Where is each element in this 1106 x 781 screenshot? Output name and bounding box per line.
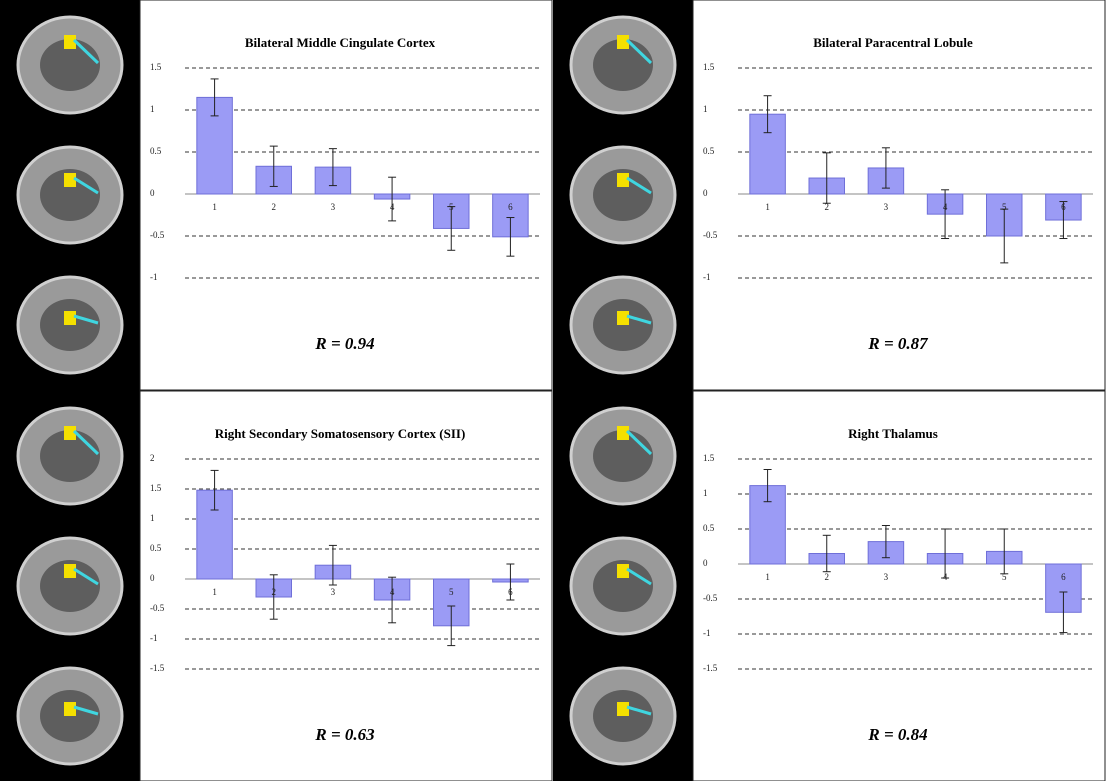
activation: [64, 311, 76, 325]
y-tick-label: 1.5: [150, 62, 162, 72]
x-tick-label: 1: [765, 202, 770, 212]
y-tick-label: 0: [703, 558, 708, 568]
annotation: R = 0.87: [867, 334, 929, 353]
y-tick-label: -1.5: [150, 663, 165, 673]
x-tick-label: 6: [508, 587, 513, 597]
chart-title: Bilateral Middle Cingulate Cortex: [245, 35, 436, 50]
y-tick-label: -0.5: [150, 603, 165, 613]
y-tick-label: 1.5: [150, 483, 162, 493]
y-tick-label: -0.5: [703, 593, 718, 603]
y-tick-label: 0.5: [703, 146, 715, 156]
y-tick-label: 0: [150, 188, 155, 198]
x-tick-label: 3: [884, 572, 889, 582]
x-tick-label: 2: [272, 202, 277, 212]
activation: [64, 173, 76, 187]
figure: Bilateral Middle Cingulate Cortex -1 -0.5 0…: [0, 0, 1106, 781]
activation: [617, 702, 629, 716]
y-tick-label: -0.5: [150, 230, 165, 240]
y-tick-label: 1.5: [703, 62, 715, 72]
x-tick-label: 5: [1002, 202, 1007, 212]
x-tick-label: 1: [765, 572, 770, 582]
x-tick-label: 1: [212, 202, 217, 212]
y-tick-label: -1: [703, 628, 711, 638]
x-tick-label: 2: [272, 587, 277, 597]
y-tick-label: -1: [703, 272, 711, 282]
y-tick-label: 1: [150, 513, 155, 523]
x-tick-label: 6: [508, 202, 513, 212]
x-tick-label: 5: [449, 587, 454, 597]
chart-title: Right Secondary Somatosensory Cortex (SI…: [215, 426, 466, 441]
y-tick-label: 0: [150, 573, 155, 583]
y-tick-label: 1.5: [703, 453, 715, 463]
x-tick-label: 4: [943, 572, 948, 582]
panel-frame: [140, 0, 552, 390]
y-tick-label: 0.5: [703, 523, 715, 533]
annotation: R = 0.84: [867, 725, 927, 744]
activation: [64, 564, 76, 578]
x-tick-label: 3: [331, 587, 336, 597]
annotation: R = 0.94: [314, 334, 374, 353]
activation: [64, 702, 76, 716]
y-tick-label: 0: [703, 188, 708, 198]
page: {"chart_data": [ {"type": "bar", "title"…: [0, 0, 1106, 781]
x-tick-label: 2: [825, 202, 830, 212]
y-tick-label: 1: [703, 488, 708, 498]
x-tick-label: 6: [1061, 572, 1066, 582]
annotation: R = 0.63: [314, 725, 375, 744]
y-tick-label: 0.5: [150, 146, 162, 156]
x-tick-label: 4: [390, 587, 395, 597]
x-tick-label: 4: [390, 202, 395, 212]
x-tick-label: 3: [331, 202, 336, 212]
x-tick-label: 5: [1002, 572, 1007, 582]
x-tick-label: 4: [943, 202, 948, 212]
y-tick-label: 1: [150, 104, 155, 114]
y-tick-label: -0.5: [703, 230, 718, 240]
y-tick-label: 2: [150, 453, 155, 463]
chart-title: Right Thalamus: [848, 426, 938, 441]
x-tick-label: 3: [884, 202, 889, 212]
panel-frame: [693, 391, 1105, 781]
x-tick-label: 5: [449, 202, 454, 212]
y-tick-label: -1: [150, 633, 158, 643]
x-tick-label: 1: [212, 587, 217, 597]
panel-frame: [140, 391, 552, 781]
activation: [617, 173, 629, 187]
chart-title: Bilateral Paracentral Lobule: [813, 35, 973, 50]
panel-frame: [693, 0, 1105, 390]
y-tick-label: -1: [150, 272, 158, 282]
y-tick-label: -1.5: [703, 663, 718, 673]
activation: [617, 311, 629, 325]
x-tick-label: 2: [825, 572, 830, 582]
y-tick-label: 0.5: [150, 543, 162, 553]
y-tick-label: 1: [703, 104, 708, 114]
activation: [617, 564, 629, 578]
x-tick-label: 6: [1061, 202, 1066, 212]
